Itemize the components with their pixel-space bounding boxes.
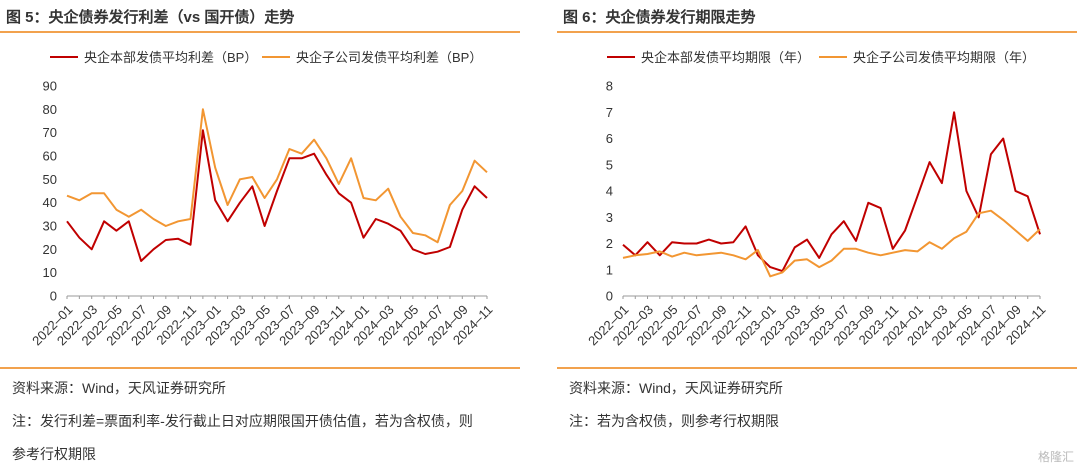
spread-line-chart: 央企本部发债平均利差（BP） 央企子公司发债平均利差（BP） 0 10 20 30 40 50…: [29, 50, 495, 348]
source-note: 资料来源：Wind，天风证券研究所: [12, 380, 226, 396]
footnote-line-2: 参考行权期限: [12, 446, 96, 462]
y-tick-label: 60: [43, 149, 57, 164]
y-tick-label: 70: [43, 125, 57, 140]
legend-label-1: 央企本部发债平均利差（BP）: [84, 50, 257, 65]
legend: 央企本部发债平均期限（年） 央企子公司发债平均期限（年）: [607, 50, 1035, 65]
source-divider: [557, 367, 1077, 369]
chart-title: 图 5：央企债券发行利差（vs 国开债）走势: [6, 9, 295, 26]
y-tick-label: 50: [43, 172, 57, 187]
y-tick-label: 20: [43, 242, 57, 257]
footnote-line-1: 注：发行利差=票面利率-发行截止日对应期限国开债估值，若为含权债，则: [12, 413, 473, 429]
y-tick-label: 8: [606, 79, 613, 94]
y-tick-label: 5: [606, 157, 613, 172]
source-note: 资料来源：Wind，天风证券研究所: [569, 380, 783, 396]
footnote-line-1: 注：若为含权债，则参考行权期限: [569, 413, 779, 429]
y-tick-label: 6: [606, 131, 613, 146]
y-tick-label: 0: [606, 289, 613, 304]
series-line-2: [66, 108, 488, 244]
chart-title: 图 6：央企债券发行期限走势: [563, 9, 756, 26]
title-divider: [0, 31, 520, 33]
legend-label-2: 央企子公司发债平均期限（年）: [853, 50, 1035, 65]
y-tick-label: 80: [43, 102, 57, 117]
y-tick-label: 30: [43, 219, 57, 234]
watermark-logo: 格隆汇: [1037, 450, 1074, 464]
legend: 央企本部发债平均利差（BP） 央企子公司发债平均利差（BP）: [50, 50, 482, 65]
y-tick-label: 3: [606, 210, 613, 225]
series-line-1: [622, 111, 1041, 273]
y-tick-label: 2: [606, 236, 613, 251]
series-line-2: [622, 209, 1041, 278]
series-line-1: [66, 129, 488, 262]
legend-label-2: 央企子公司发债平均利差（BP）: [296, 50, 482, 65]
y-tick-label: 40: [43, 195, 57, 210]
title-divider: [557, 31, 1077, 33]
y-tick-label: 10: [43, 265, 57, 280]
legend-label-1: 央企本部发债平均期限（年）: [641, 50, 810, 65]
left-chart-panel: 图 5：央企债券发行利差（vs 国开债）走势 央企本部发债平均利差（BP） 央企子…: [0, 0, 520, 469]
y-tick-label: 7: [606, 105, 613, 120]
source-divider: [0, 367, 520, 369]
y-tick-label: 90: [43, 79, 57, 94]
maturity-line-chart: 央企本部发债平均期限（年） 央企子公司发债平均期限（年）0123456782022…: [585, 50, 1048, 348]
y-tick-label: 1: [606, 262, 613, 277]
y-tick-label: 0: [50, 289, 57, 304]
y-tick-label: 4: [606, 184, 613, 199]
right-chart-panel: 图 6：央企债券发行期限走势 央企本部发债平均期限（年） 央企子公司发债平均期限（…: [557, 0, 1077, 469]
